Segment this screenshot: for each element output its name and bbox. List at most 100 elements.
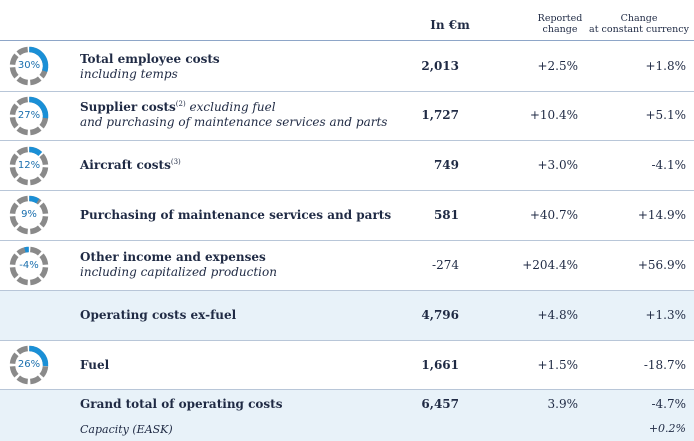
donut-share-arc	[24, 246, 29, 253]
table-row-supplier-costs: 27% Supplier costs(2) excluding fuel and…	[0, 92, 694, 141]
row-title: Purchasing of maintenance services and p…	[80, 208, 392, 222]
row-title: Supplier costs	[80, 100, 176, 114]
row-title: Operating costs ex-fuel	[80, 308, 237, 322]
share-donut-icon: 26%	[9, 345, 49, 385]
row-label: Supplier costs(2) excluding fuel and pur…	[80, 100, 387, 130]
value-cell: 1,727	[421, 108, 459, 122]
constant-change-cell: -18.7%	[643, 358, 686, 372]
donut-segment	[9, 253, 19, 266]
column-header-reported-change: Reported change	[522, 13, 598, 35]
share-donut-icon: 27%	[9, 96, 49, 136]
donut-segment	[39, 153, 49, 166]
donut-segment	[9, 266, 19, 279]
donut-segment	[16, 76, 29, 86]
donut-share-arc	[28, 345, 49, 367]
reported-change-cell: +2.5%	[537, 59, 578, 73]
capacity-value: +0.2%	[648, 422, 686, 435]
donut-segment	[16, 126, 29, 136]
reported-change-cell: +40.7%	[529, 208, 578, 222]
value-cell: 2,013	[421, 59, 459, 73]
share-donut-icon: 30%	[9, 46, 49, 86]
donut-segment	[29, 76, 42, 86]
share-percent: -4%	[19, 260, 39, 271]
donut-segment	[9, 365, 19, 378]
capacity-label: Capacity (EASK)	[80, 422, 173, 437]
constant-change-cell: +1.3%	[645, 308, 686, 322]
donut-segment	[16, 375, 29, 385]
row-label: Other income and expenses including capi…	[80, 250, 277, 280]
donut-segment	[29, 225, 42, 235]
donut-segment	[39, 166, 49, 179]
donut-segment	[9, 153, 19, 166]
footnote-ref: (2)	[175, 100, 186, 108]
donut-segment	[9, 103, 19, 116]
share-donut-icon: 9%	[9, 195, 49, 235]
donut-segment	[16, 46, 29, 56]
value-cell: 6,457	[421, 397, 459, 411]
donut-segment	[39, 365, 49, 378]
donut-share-arc	[28, 195, 40, 204]
donut-segment	[29, 375, 42, 385]
donut-segment	[39, 266, 49, 279]
row-label: Operating costs ex-fuel	[80, 308, 236, 323]
reported-change-cell: +204.4%	[522, 258, 578, 272]
constant-change-cell: +1.8%	[645, 59, 686, 73]
row-subtitle: including temps	[80, 67, 178, 81]
row-title: Fuel	[80, 358, 110, 372]
row-label: Grand total of operating costs	[80, 397, 282, 412]
table-row-aircraft-costs: 12% Aircraft costs(3) 749 +3.0% -4.1%	[0, 141, 694, 191]
column-header-reported-line1: Reported	[537, 13, 583, 24]
donut-segment	[29, 246, 42, 256]
donut-segment	[16, 345, 29, 355]
reported-change-cell: +3.0%	[537, 158, 578, 172]
reported-change-cell: +1.5%	[537, 358, 578, 372]
share-percent: 26%	[17, 359, 41, 370]
constant-change-cell: +56.9%	[637, 258, 686, 272]
donut-share-arc	[28, 46, 49, 72]
value-cell: -274	[432, 258, 459, 272]
row-label: Fuel	[80, 358, 109, 373]
donut-segment	[39, 202, 49, 215]
share-percent: 12%	[17, 160, 41, 171]
row-label: Aircraft costs(3)	[80, 158, 181, 173]
row-subtitle: including capitalized production	[80, 265, 277, 279]
table-row-subtotal-ex-fuel: Operating costs ex-fuel 4,796 +4.8% +1.3…	[0, 291, 694, 341]
table-row-fuel: 26% Fuel 1,661 +1.5% -18.7%	[0, 341, 694, 390]
value-cell: 581	[433, 208, 459, 222]
donut-segment	[39, 215, 49, 228]
row-title: Aircraft costs	[80, 158, 171, 172]
reported-change-cell: +4.8%	[537, 308, 578, 322]
reported-change-cell: 3.9%	[547, 397, 579, 411]
row-label: Total employee costs including temps	[80, 52, 220, 82]
constant-change-cell: -4.7%	[651, 397, 686, 411]
column-header-value: In €m	[430, 18, 470, 32]
value-cell: 4,796	[421, 308, 459, 322]
column-header-constant-currency: Change at constant currency	[585, 13, 693, 35]
donut-share-arc	[28, 146, 43, 157]
donut-segment	[9, 116, 19, 129]
row-title: Total employee costs	[80, 52, 220, 66]
capacity-label-text: Capacity (EASK)	[80, 423, 173, 436]
constant-change-cell: -4.1%	[651, 158, 686, 172]
row-subtitle: and purchasing of maintenance services a…	[80, 115, 388, 129]
donut-segment	[9, 66, 19, 79]
share-donut-icon: -4%	[9, 246, 49, 286]
donut-segment	[9, 202, 19, 215]
table-row-employee-costs: 30% Total employee costs including temps…	[0, 41, 694, 92]
donut-segment	[9, 352, 19, 365]
donut-segment	[16, 96, 29, 106]
column-header-reported-line2: change	[542, 24, 578, 35]
donut-segment	[9, 53, 19, 66]
donut-segment	[39, 253, 49, 266]
value-cell: 1,661	[421, 358, 459, 372]
reported-change-cell: +10.4%	[529, 108, 578, 122]
row-title: Other income and expenses	[80, 250, 266, 264]
table-row-grand-total: Grand total of operating costs 6,457 3.9…	[0, 390, 694, 441]
footnote-ref: (3)	[170, 158, 181, 166]
row-title-suffix: excluding fuel	[185, 100, 276, 114]
share-percent: 27%	[17, 110, 41, 121]
row-label: Purchasing of maintenance services and p…	[80, 208, 391, 223]
row-title: Grand total of operating costs	[80, 397, 283, 411]
donut-segment	[29, 276, 42, 286]
constant-change-cell: +5.1%	[645, 108, 686, 122]
